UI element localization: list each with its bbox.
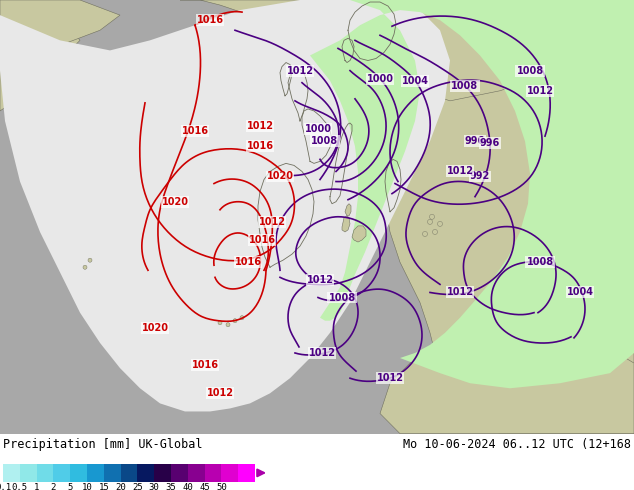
Bar (37, 464, 53, 482)
Circle shape (233, 318, 237, 323)
Text: 50: 50 (216, 483, 227, 490)
Text: 1012: 1012 (309, 348, 335, 358)
Polygon shape (0, 0, 450, 412)
Circle shape (226, 323, 230, 327)
Text: 992: 992 (470, 172, 490, 181)
Text: 1008: 1008 (451, 81, 479, 91)
Text: 1016: 1016 (247, 141, 273, 151)
Circle shape (427, 220, 432, 224)
Text: 0.5: 0.5 (12, 483, 28, 490)
Text: 0.1: 0.1 (0, 483, 11, 490)
Bar (238, 464, 255, 482)
Polygon shape (180, 0, 634, 101)
Text: 1012: 1012 (446, 167, 474, 176)
Circle shape (88, 258, 92, 262)
Circle shape (218, 320, 222, 325)
Text: 1016: 1016 (249, 235, 276, 245)
Text: 1004: 1004 (401, 75, 429, 86)
Circle shape (437, 221, 443, 226)
Circle shape (429, 214, 434, 220)
Text: 1000: 1000 (366, 74, 394, 84)
Polygon shape (352, 226, 366, 242)
Bar (70, 464, 87, 482)
Bar (120, 464, 138, 482)
Text: 996: 996 (480, 138, 500, 148)
Polygon shape (345, 204, 351, 216)
Circle shape (240, 316, 244, 319)
Text: 1012: 1012 (306, 275, 333, 285)
Text: 10: 10 (82, 483, 93, 490)
Polygon shape (0, 5, 80, 111)
Bar (20, 464, 37, 482)
Text: 1012: 1012 (207, 388, 233, 398)
Text: 1020: 1020 (141, 323, 169, 333)
Text: 1012: 1012 (287, 66, 313, 75)
Text: 1016: 1016 (197, 15, 224, 25)
Text: Precipitation [mm] UK-Global: Precipitation [mm] UK-Global (3, 438, 202, 451)
Text: 1016: 1016 (181, 126, 209, 136)
Text: 1004: 1004 (567, 288, 593, 297)
Polygon shape (342, 216, 350, 232)
Bar (188, 464, 205, 482)
Bar (221, 464, 238, 482)
Text: 1012: 1012 (446, 288, 474, 297)
Text: 1012: 1012 (259, 217, 285, 227)
Text: 1008: 1008 (526, 257, 553, 267)
Polygon shape (350, 0, 634, 434)
Text: 996: 996 (465, 136, 485, 146)
Text: 5: 5 (67, 483, 73, 490)
Text: 15: 15 (98, 483, 109, 490)
Bar (104, 464, 120, 482)
Polygon shape (380, 323, 634, 434)
Text: 1020: 1020 (266, 172, 294, 181)
Text: Mo 10-06-2024 06..12 UTC (12+168: Mo 10-06-2024 06..12 UTC (12+168 (403, 438, 631, 451)
Text: 30: 30 (149, 483, 160, 490)
Text: 45: 45 (199, 483, 210, 490)
Text: 2: 2 (51, 483, 56, 490)
Circle shape (83, 265, 87, 270)
Bar (205, 464, 221, 482)
Text: 1016: 1016 (191, 360, 219, 370)
Bar (171, 464, 188, 482)
Polygon shape (0, 0, 120, 60)
Bar (87, 464, 104, 482)
Text: 25: 25 (132, 483, 143, 490)
Text: 1012: 1012 (377, 373, 403, 383)
Text: 1016: 1016 (235, 257, 261, 267)
Text: 1: 1 (34, 483, 39, 490)
Circle shape (422, 231, 427, 237)
Bar (53, 464, 70, 482)
Text: 1012: 1012 (247, 121, 273, 131)
Bar (138, 464, 154, 482)
Bar (3, 464, 20, 482)
Text: 40: 40 (183, 483, 193, 490)
Text: 1000: 1000 (304, 124, 332, 134)
Text: 1008: 1008 (328, 293, 356, 302)
Text: 1020: 1020 (162, 196, 188, 207)
Circle shape (432, 229, 437, 235)
Text: 1008: 1008 (517, 66, 543, 75)
Bar (154, 464, 171, 482)
Text: 20: 20 (115, 483, 126, 490)
Text: 1012: 1012 (526, 86, 553, 96)
Polygon shape (310, 0, 634, 388)
Text: 1008: 1008 (311, 136, 339, 146)
Text: 35: 35 (165, 483, 176, 490)
